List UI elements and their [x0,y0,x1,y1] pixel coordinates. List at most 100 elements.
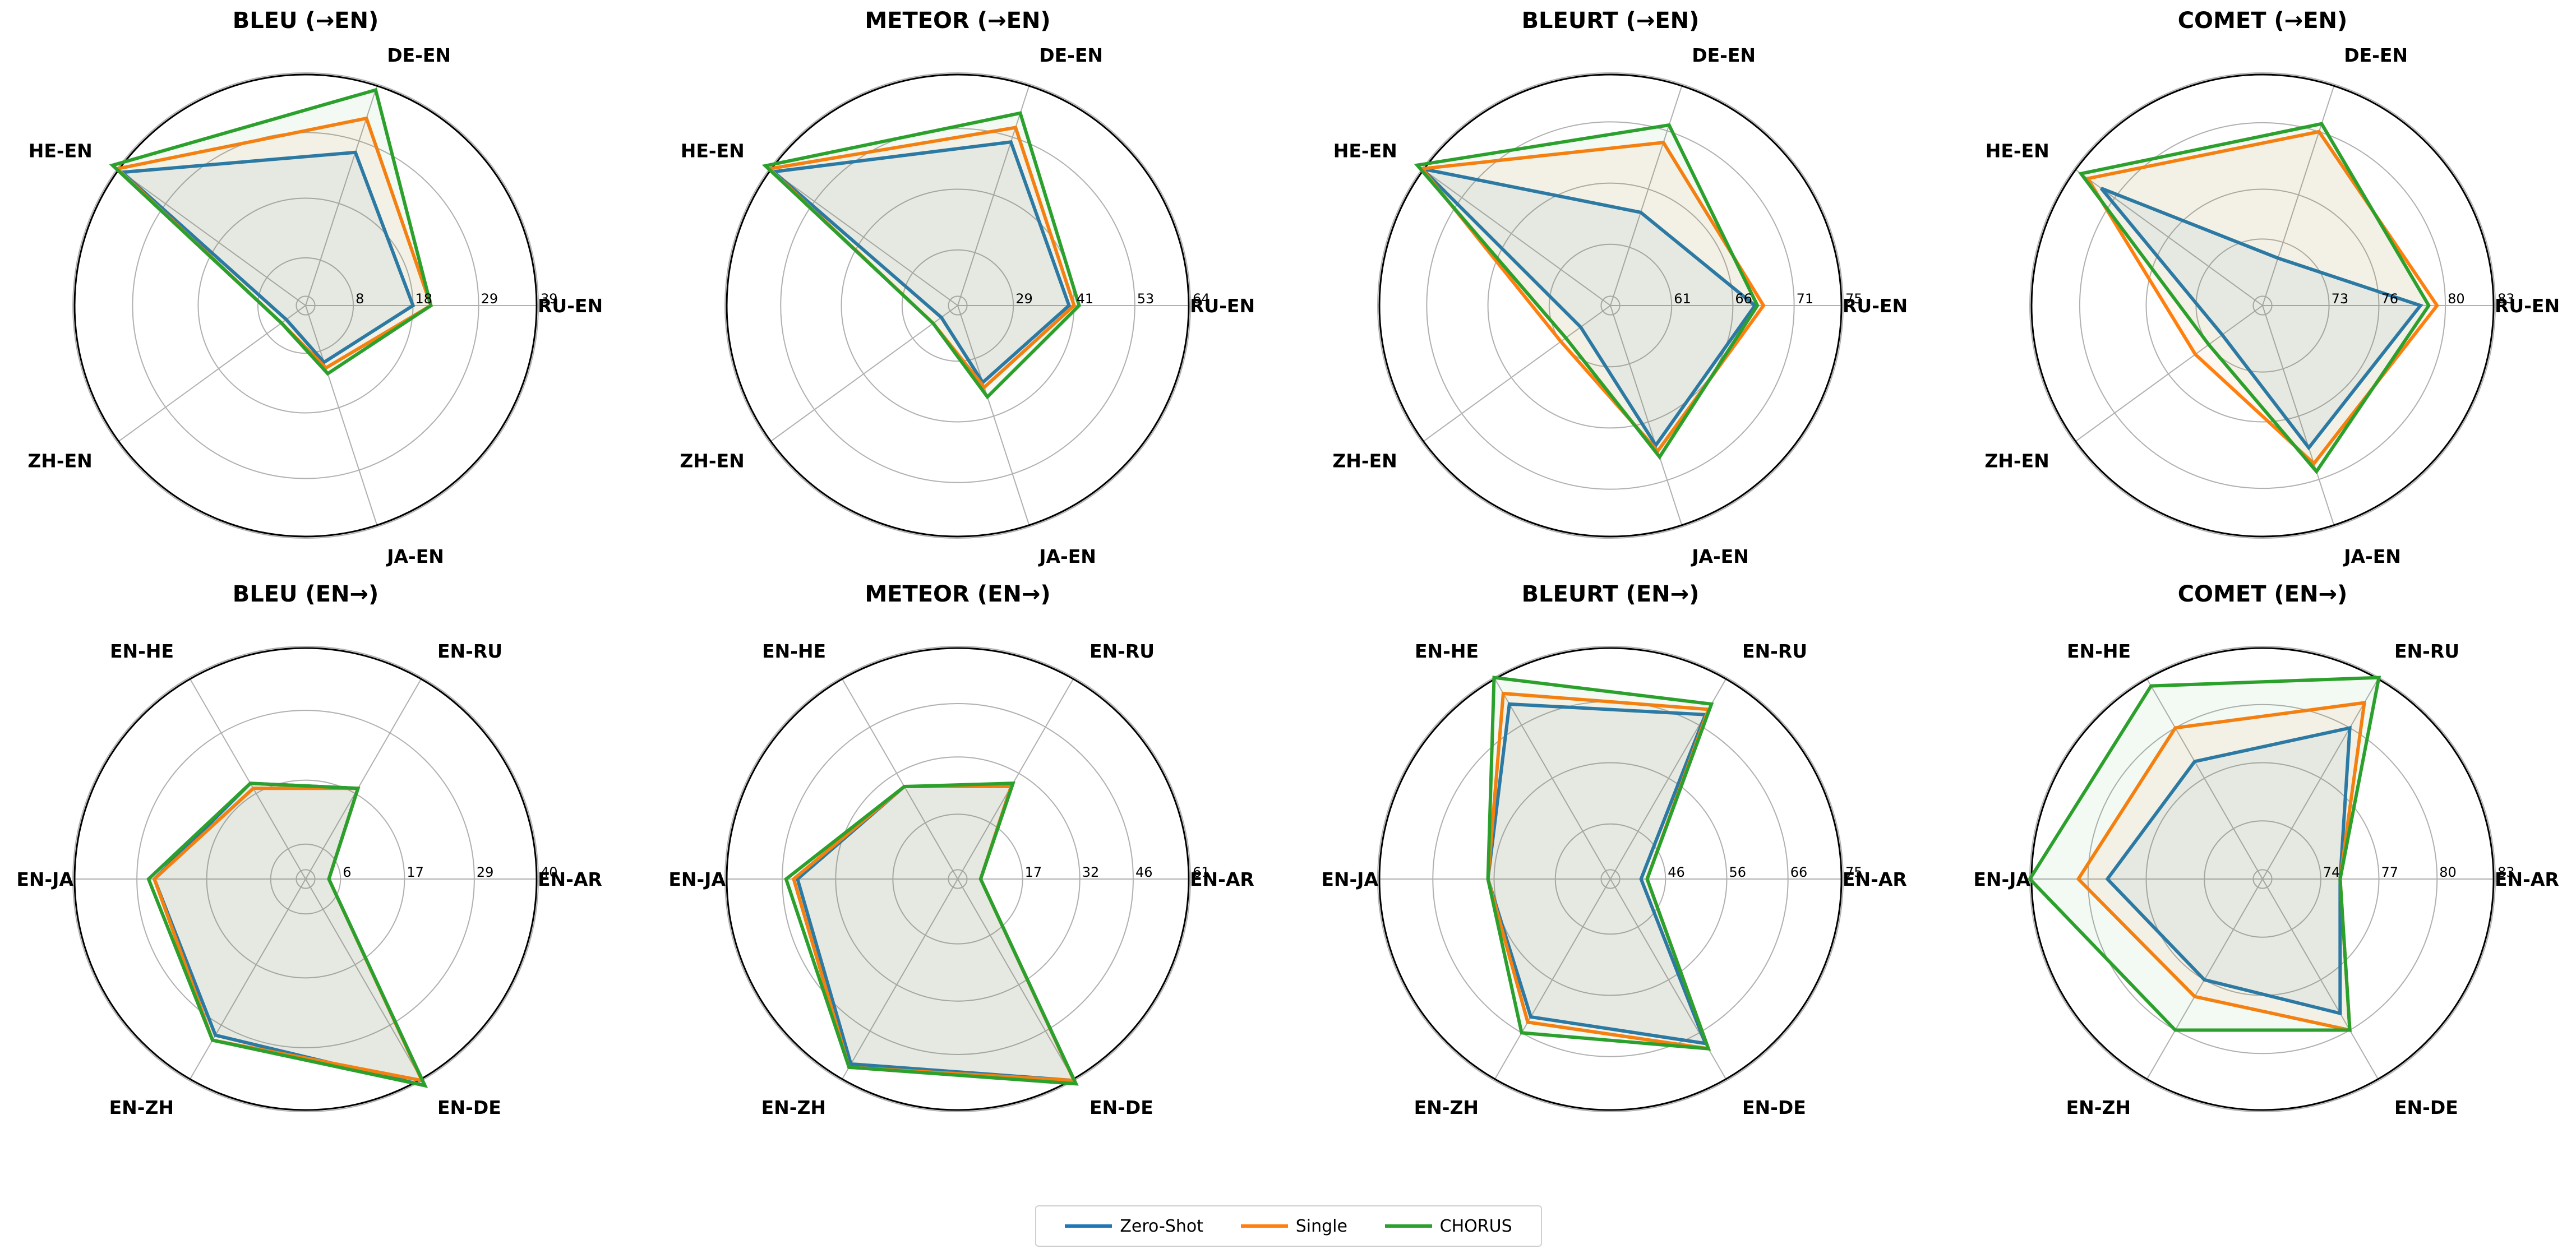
chart-title: COMET (→EN) [2178,8,2348,34]
grid-ring [1377,646,1844,1112]
spoke [957,85,1030,306]
grid-ring [1377,72,1844,539]
tick-label: 75 [1845,864,1863,880]
legend-label-zero-shot: Zero-Shot [1120,1216,1203,1236]
axis-label-en-de: EN-DE [1742,1097,1806,1118]
legend-label-single: Single [1295,1216,1347,1236]
tick-label: 32 [1082,864,1100,880]
axis-label-de-en: DE-EN [387,44,451,66]
axis-label-en-he: EN-HE [110,640,174,662]
spoke [1494,678,1611,880]
series-zero-shot-polygon [2105,725,2352,1016]
axis-label-en-ja: EN-JA [16,868,73,890]
axis-label-de-en: DE-EN [2344,44,2408,66]
tick-label: 75 [1845,291,1863,307]
series-zero-shot-polygon [769,140,1071,385]
spoke [305,878,422,1080]
series-zero-shot-polygon [2099,187,2423,451]
spoke [957,678,1074,880]
outer-ring [1378,647,1843,1111]
tick-label: 56 [1729,864,1747,880]
series-chorus-polygon [2028,676,2381,1032]
tick-label: 80 [2448,291,2465,307]
spoke [957,305,1030,526]
axis-label-ru-en: RU-EN [538,295,603,317]
axis-label-ru-en: RU-EN [1190,295,1255,317]
tick-label: 61 [1193,864,1210,880]
axis-label-he-en: HE-EN [681,140,745,162]
axis-label-zh-en: ZH-EN [680,450,744,471]
series-zero-shot-polygon [118,150,416,365]
tick-label: 66 [1735,291,1752,307]
tick-label: 76 [2381,291,2399,307]
axis-label-he-en: HE-EN [1333,140,1397,162]
series-chorus-polygon [784,781,1079,1086]
grid-ring [724,646,1191,1112]
axis-label-en-de: EN-DE [1090,1097,1153,1118]
axis-label-zh-en: ZH-EN [27,450,92,471]
chart-title: COMET (EN→) [2178,581,2348,607]
axis-label-he-en: HE-EN [29,140,93,162]
outer-ring [2030,73,2495,538]
spoke [770,305,958,442]
tick-label: 66 [1790,864,1808,880]
legend-item-single: Single [1240,1216,1347,1236]
chart-title: BLEU (EN→) [233,581,379,607]
axis-label-en-ar: EN-AR [2495,868,2559,890]
chart-title: METEOR (→EN) [865,8,1050,34]
outer-ring [73,73,538,538]
axis-label-en-ru: EN-RU [437,640,502,662]
axis-label-ru-en: RU-EN [1843,295,1908,317]
spoke [118,169,306,306]
chart-title: BLEU (→EN) [233,8,379,34]
tick-label: 83 [2497,291,2515,307]
grid-ring [724,72,1191,539]
series-chorus-polygon [761,111,1081,400]
legend-item-zero-shot: Zero-Shot [1065,1217,1203,1236]
tick-label: 74 [2323,864,2340,880]
series-single-polygon [1419,140,1766,454]
spoke [2262,305,2335,526]
outer-ring [726,73,1190,538]
series-chorus-polygon [109,87,433,376]
tick-label: 17 [407,864,424,880]
spoke [2262,678,2379,880]
spoke [1610,305,1683,526]
tick-label: 83 [2497,864,2515,880]
axis-label-en-zh: EN-ZH [2066,1097,2131,1118]
tick-label: 29 [481,291,498,307]
outer-ring [1378,73,1843,538]
grid-ring [2029,72,2496,539]
tick-label: 17 [1025,864,1042,880]
tick-label: 41 [1077,291,1094,307]
axis-label-en-zh: EN-ZH [761,1097,826,1118]
tick-label: 29 [477,864,494,880]
spoke [1494,878,1611,1080]
series-chorus-polygon [1486,676,1714,1051]
axis-label-en-ar: EN-AR [538,868,602,890]
axis-label-en-ru: EN-RU [1090,640,1155,662]
axis-label-en-zh: EN-ZH [1414,1097,1479,1118]
axis-label-en-he: EN-HE [762,640,826,662]
tick-label: 40 [541,864,558,880]
spoke [2146,678,2263,880]
chart-title: BLEURT (EN→) [1522,581,1700,607]
axis-label-en-he: EN-HE [1415,640,1479,662]
axis-label-ja-en: JA-EN [386,545,444,567]
axis-label-de-en: DE-EN [1692,44,1756,66]
chart-title: METEOR (EN→) [865,581,1050,607]
outer-ring [73,647,538,1111]
axis-label-en-de: EN-DE [2394,1097,2458,1118]
chart-title: BLEURT (→EN) [1522,8,1700,34]
spoke [305,678,422,880]
spoke [1610,85,1683,306]
legend-swatch-chorus [1384,1224,1432,1228]
